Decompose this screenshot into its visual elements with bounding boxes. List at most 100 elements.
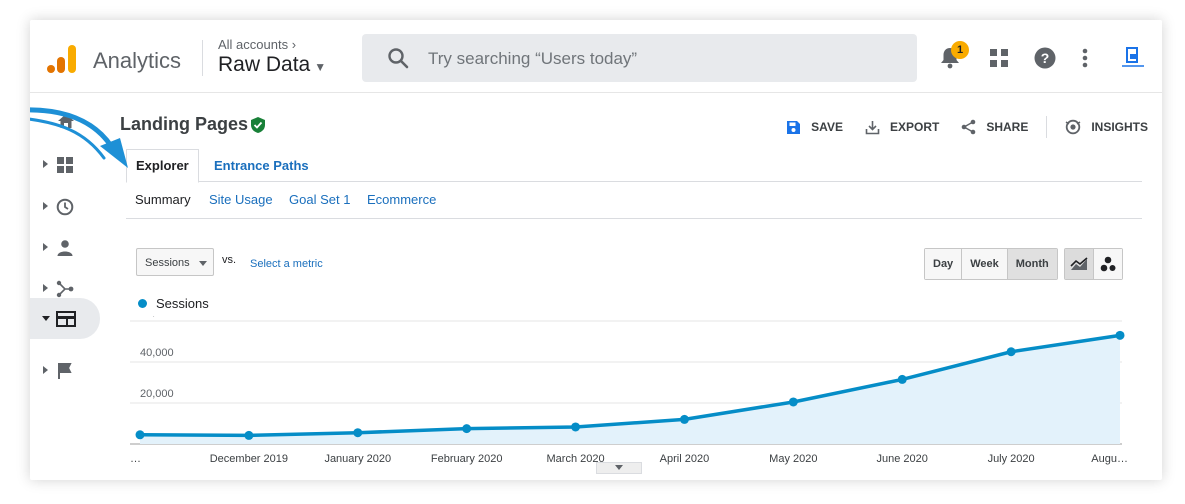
nav-behavior[interactable]	[30, 298, 100, 339]
nav-acquisition[interactable]	[30, 270, 100, 310]
y-tick-label: 20,000	[140, 388, 174, 400]
x-tick-label: February 2020	[431, 453, 503, 465]
data-point	[135, 430, 145, 440]
data-point	[788, 397, 798, 407]
account-selector[interactable]: All accounts › Raw Data ▼	[218, 37, 326, 77]
export-button[interactable]: EXPORT	[865, 120, 939, 135]
x-tick-label: June 2020	[877, 453, 928, 465]
y-tick-label: 60,000	[140, 316, 174, 318]
search-input[interactable]	[426, 34, 900, 84]
expand-arrow-icon	[43, 284, 48, 292]
chart-legend: Sessions	[138, 296, 209, 311]
chevron-right-icon: ›	[291, 37, 297, 52]
more-vert-icon[interactable]	[1082, 48, 1088, 68]
line-chart-button[interactable]	[1065, 249, 1093, 279]
help-icon[interactable]: ?	[1034, 47, 1056, 69]
all-accounts-link[interactable]: All accounts ›	[218, 37, 297, 52]
period-month-button[interactable]: Month	[1006, 249, 1057, 279]
subtab-summary[interactable]: Summary	[135, 192, 191, 207]
data-point	[679, 414, 689, 424]
subtab-site-usage[interactable]: Site Usage	[209, 192, 273, 207]
data-point	[353, 428, 363, 438]
property-name[interactable]: Raw Data ▼	[218, 53, 327, 76]
insights-button[interactable]: INSIGHTS	[1065, 119, 1148, 135]
svg-text:?: ?	[1041, 50, 1050, 66]
chevron-down-icon	[199, 261, 207, 266]
expand-arrow-icon	[43, 202, 48, 210]
realtime-clock-icon	[56, 198, 74, 216]
callout-arrow-icon	[30, 107, 128, 168]
app-name: Analytics	[93, 48, 182, 73]
chart-type-toggle	[1064, 248, 1123, 280]
period-week-button[interactable]: Week	[961, 249, 1007, 279]
left-nav-rail	[30, 92, 102, 480]
tab-explorer[interactable]: Explorer	[126, 149, 199, 183]
expand-arrow-icon	[43, 160, 48, 168]
search-bar[interactable]	[362, 34, 917, 84]
sessions-chart: 20,000 40,000 60,000 … December 2019 January …	[130, 316, 1128, 465]
legend-swatch	[138, 299, 147, 308]
line-chart-icon	[1070, 257, 1088, 270]
series-area	[140, 335, 1120, 444]
share-button[interactable]: SHARE	[961, 119, 1028, 135]
explorer-subtabs: Summary Site Usage Goal Set 1 Ecommerce	[126, 182, 1142, 219]
account-avatar-icon[interactable]	[1120, 46, 1146, 70]
behavior-icon	[56, 311, 76, 327]
data-point	[244, 430, 254, 440]
chevron-down-icon: ▼	[314, 60, 327, 74]
header-divider	[202, 40, 203, 76]
export-icon	[865, 120, 880, 134]
expand-arrow-icon	[43, 366, 48, 374]
x-tick-label: July 2020	[988, 453, 1035, 465]
metric-dropdown[interactable]: Sessions	[136, 248, 214, 276]
save-button[interactable]: SAVE	[786, 120, 843, 135]
acquisition-icon	[56, 280, 74, 298]
x-tick-label: December 2019	[210, 453, 288, 465]
x-tick-label: May 2020	[769, 453, 817, 465]
data-point	[897, 374, 907, 384]
series-line	[139, 333, 1121, 438]
x-tick-label: Augu…	[1091, 453, 1128, 465]
period-day-button[interactable]: Day	[925, 249, 962, 279]
period-toggle: Day Week Month	[924, 248, 1058, 280]
analytics-logo-icon	[47, 45, 76, 73]
vs-label: vs.	[222, 254, 237, 266]
analytics-window: Analytics All accounts › Raw Data▼ 1 ?	[30, 20, 1162, 480]
top-bar: Analytics All accounts › Raw Data▼ 1 ?	[30, 20, 1162, 93]
nav-audience[interactable]	[30, 229, 100, 269]
expand-arrow-icon	[43, 243, 48, 251]
nav-realtime[interactable]	[30, 188, 100, 228]
data-point	[571, 422, 581, 432]
bubble-chart-icon	[1100, 256, 1116, 272]
verified-shield-icon	[251, 117, 265, 133]
actions-divider	[1046, 116, 1048, 138]
report-actions: SAVE EXPORT SHARE INSIGHTS	[764, 116, 1148, 138]
report-tabs: Explorer Entrance Paths	[126, 149, 1142, 183]
conversions-flag-icon	[58, 363, 72, 379]
tab-entrance-paths[interactable]: Entrance Paths	[214, 158, 309, 173]
select-metric-link[interactable]: Select a metric	[250, 258, 323, 270]
data-point	[462, 424, 472, 434]
save-icon	[787, 120, 801, 134]
x-tick-label: January 2020	[324, 453, 391, 465]
y-tick-label: 40,000	[140, 347, 174, 359]
notification-badge: 1	[951, 41, 969, 59]
audience-person-icon	[57, 240, 73, 256]
apps-grid-icon[interactable]	[989, 48, 1009, 68]
motion-chart-button[interactable]	[1093, 249, 1122, 279]
nav-conversions[interactable]	[30, 352, 100, 392]
search-icon	[388, 48, 409, 69]
customization-icon	[57, 157, 73, 173]
metric-dropdown-value: Sessions	[145, 257, 190, 269]
nav-customization[interactable]	[30, 146, 100, 186]
legend-label: Sessions	[156, 296, 209, 311]
x-tick-label: …	[130, 453, 141, 465]
share-icon	[962, 119, 976, 135]
page-title: Landing Pages	[120, 114, 249, 134]
report-content: Landing Pages SAVE EXPORT SHARE INSIGHTS	[116, 92, 1162, 480]
chart-expand-handle[interactable]	[596, 462, 642, 474]
subtab-ecommerce[interactable]: Ecommerce	[367, 192, 437, 207]
data-point	[1115, 330, 1125, 340]
x-tick-label: April 2020	[660, 453, 710, 465]
subtab-goal-set-1[interactable]: Goal Set 1	[289, 192, 351, 207]
